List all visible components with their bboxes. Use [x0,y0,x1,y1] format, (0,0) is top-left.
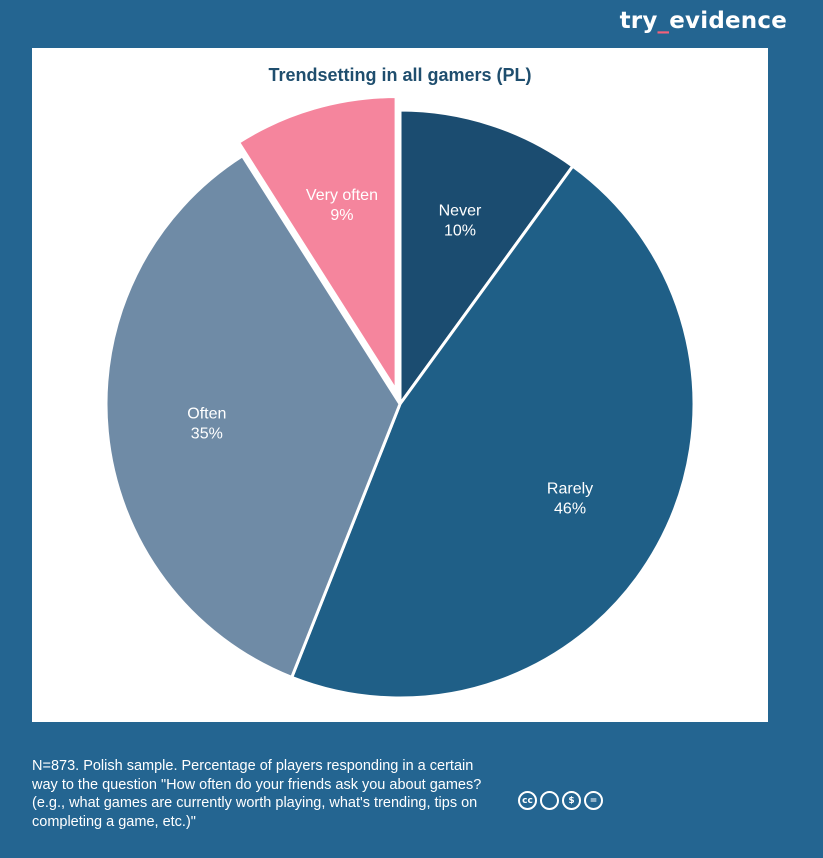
brand-right: evidence [669,8,787,34]
chart-title: Trendsetting in all gamers (PL) [268,65,532,85]
license-icons: cc $ = [518,791,603,810]
slice-name-very-often: Very often [306,187,378,204]
slice-value-very-often: 9% [330,207,353,224]
slice-value-rarely: 46% [554,500,586,517]
slice-label-rarely: Rarely 46% [547,480,593,517]
chart-panel: Trendsetting in all gamers (PL) Never 10%… [32,48,768,722]
brand-separator: _ [657,8,670,34]
slice-label-often: Often 35% [187,405,226,442]
slice-label-never: Never 10% [439,202,482,239]
pie-chart: Never 10% Rarely 46% Often 35% Very often 9% [104,95,696,700]
footnote: N=873. Polish sample. Percentage of play… [32,758,482,830]
attribution-icon [540,791,559,810]
pie-slice-never [398,108,575,406]
pie-slice-rarely [290,164,696,700]
cc-icon: cc [518,791,537,810]
noderivatives-icon: = [584,791,603,810]
pie-slice-very-often [237,95,398,393]
brand-logo: try_evidence [620,8,787,34]
slice-value-never: 10% [444,222,476,239]
brand-left: try [619,8,658,34]
slice-name-often: Often [187,405,226,422]
slice-value-often: 35% [191,425,223,442]
pie-slice-often [104,154,402,679]
slice-label-very-often: Very often 9% [306,187,378,224]
slice-name-never: Never [439,202,482,219]
slice-name-rarely: Rarely [547,480,593,497]
noncommercial-icon: $ [562,791,581,810]
